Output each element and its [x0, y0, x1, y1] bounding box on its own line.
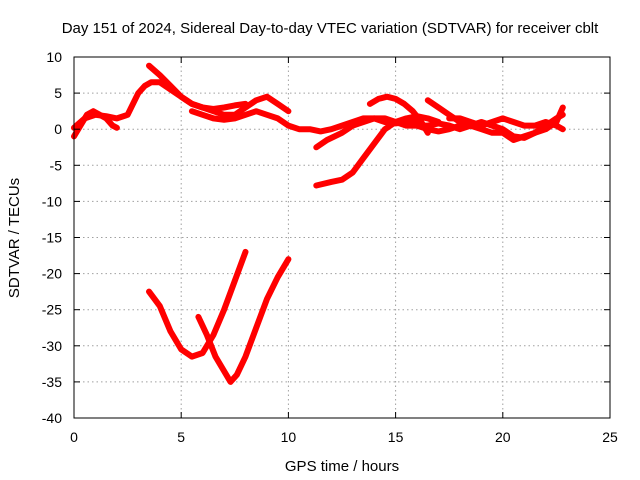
series-line-sat-e — [313, 115, 463, 151]
tick-layer: 0 5 10 15 20 25 10 5 0 -5 -10 -15 -20 -25 -30 -35 -40 — [42, 49, 618, 445]
y-tick-label: 0 — [54, 121, 62, 137]
y-tick-label: 5 — [54, 85, 62, 101]
y-tick-label: -20 — [42, 266, 62, 282]
y-tick-label: -15 — [42, 230, 62, 246]
x-axis-label: GPS time / hours — [285, 458, 399, 475]
x-tick-label: 25 — [602, 429, 618, 445]
series-line-sat-j — [446, 115, 566, 133]
series-layer — [71, 62, 566, 385]
y-tick-label: -40 — [42, 410, 62, 426]
y-tick-label: -10 — [42, 193, 62, 209]
x-tick-label: 10 — [281, 429, 297, 445]
series-line-sat-k — [146, 248, 249, 360]
y-tick-label: -35 — [42, 374, 62, 390]
y-axis-label: SDTVAR / TECUs — [6, 178, 23, 298]
x-tick-label: 20 — [495, 429, 511, 445]
series-line-sat-c — [146, 62, 292, 118]
x-tick-label: 5 — [177, 429, 185, 445]
chart-title: Day 151 of 2024, Sidereal Day-to-day VTE… — [62, 20, 599, 37]
y-tick-label: -25 — [42, 302, 62, 318]
y-tick-label: 10 — [46, 49, 62, 65]
series-line-sat-g — [366, 93, 431, 136]
grid-layer — [74, 57, 610, 418]
x-tick-label: 15 — [388, 429, 404, 445]
y-tick-label: -5 — [50, 157, 63, 173]
x-tick-label: 0 — [70, 429, 78, 445]
series-line-sat-l — [195, 256, 292, 385]
y-tick-label: -30 — [42, 338, 62, 354]
